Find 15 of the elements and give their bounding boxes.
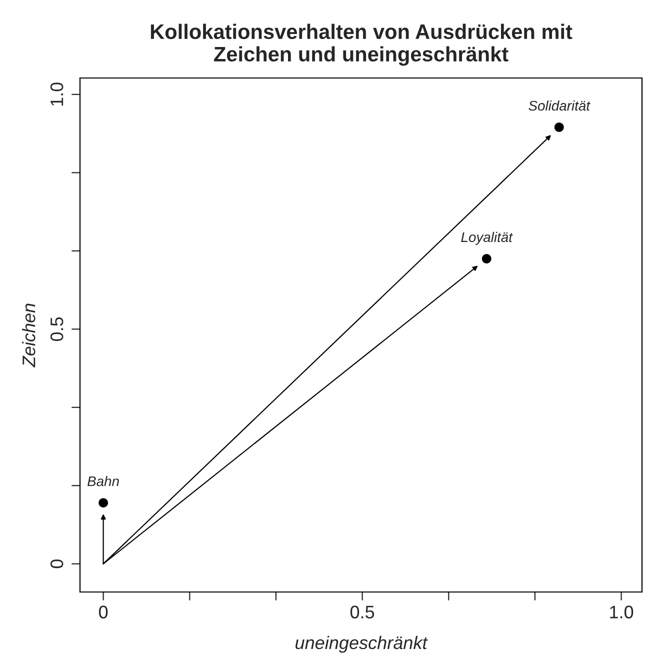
y-tick-label: 0 (50, 560, 64, 568)
annotation: Loyalität (461, 232, 513, 245)
y-tick-label: 0.5 (50, 317, 64, 341)
annotation: Solidarität (528, 100, 590, 111)
point (554, 122, 564, 132)
x-tick-label: 0.5 (350, 606, 374, 618)
chart-title: Kollokationsverhalten von Ausdrücken mit Zeichen und uneingeschränkt (150, 24, 572, 66)
point (482, 254, 492, 264)
y-tick-label: 1.0 (50, 82, 64, 106)
y-axis-title: Zeichen (22, 304, 36, 368)
x-tick-label: 0 (98, 606, 108, 618)
annotation: Bahn (88, 476, 119, 486)
x-tick-label: 1.0 (610, 606, 634, 618)
x-axis-title: uneingeschränkt (296, 636, 428, 653)
point (98, 498, 108, 508)
